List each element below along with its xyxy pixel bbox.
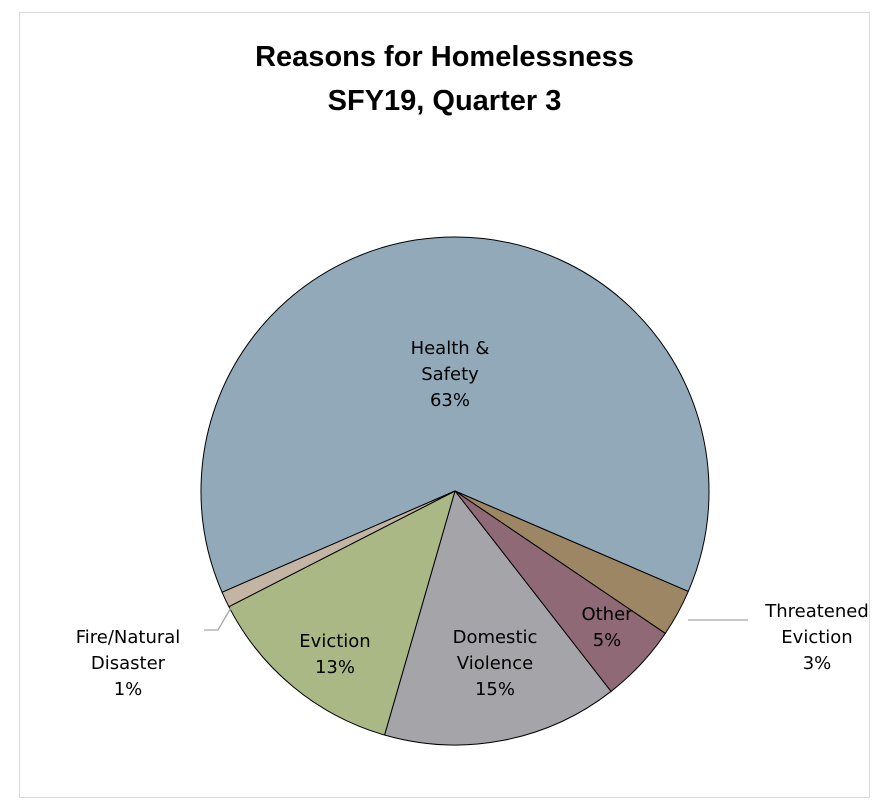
data-label-fire-natural-disaster: Disaster	[91, 653, 166, 674]
data-label-value-health-safety: 63%	[430, 390, 470, 411]
chart-title: Reasons for Homelessness	[255, 41, 634, 73]
data-label-health-safety: Safety	[421, 364, 479, 385]
data-label-domestic-violence: Domestic	[453, 627, 538, 648]
leader-line-fire-natural-disaster	[204, 605, 233, 631]
data-label-value-fire-natural-disaster: 1%	[114, 679, 143, 700]
data-label-threatened-eviction: Threatened	[764, 601, 869, 622]
data-label-threatened-eviction: Eviction	[781, 627, 852, 648]
data-label-value-threatened-eviction: 3%	[803, 653, 832, 674]
pie-slice-domestic-violence	[384, 490, 612, 746]
pie-slice-fire-natural-disaster	[221, 490, 456, 608]
data-label-other: Other	[581, 604, 633, 625]
data-label-value-eviction: 13%	[315, 657, 355, 678]
data-label-domestic-violence: Violence	[457, 653, 533, 674]
data-label-health-safety: Health &	[411, 338, 490, 359]
data-label-value-domestic-violence: 15%	[475, 679, 515, 700]
data-label-value-other: 5%	[593, 630, 622, 651]
data-label-fire-natural-disaster: Fire/Natural	[76, 627, 181, 648]
pie-slice-health-safety	[200, 236, 710, 593]
data-label-eviction: Eviction	[299, 631, 370, 652]
chart-subtitle: SFY19, Quarter 3	[327, 85, 562, 117]
pie-slice-eviction	[228, 490, 456, 736]
